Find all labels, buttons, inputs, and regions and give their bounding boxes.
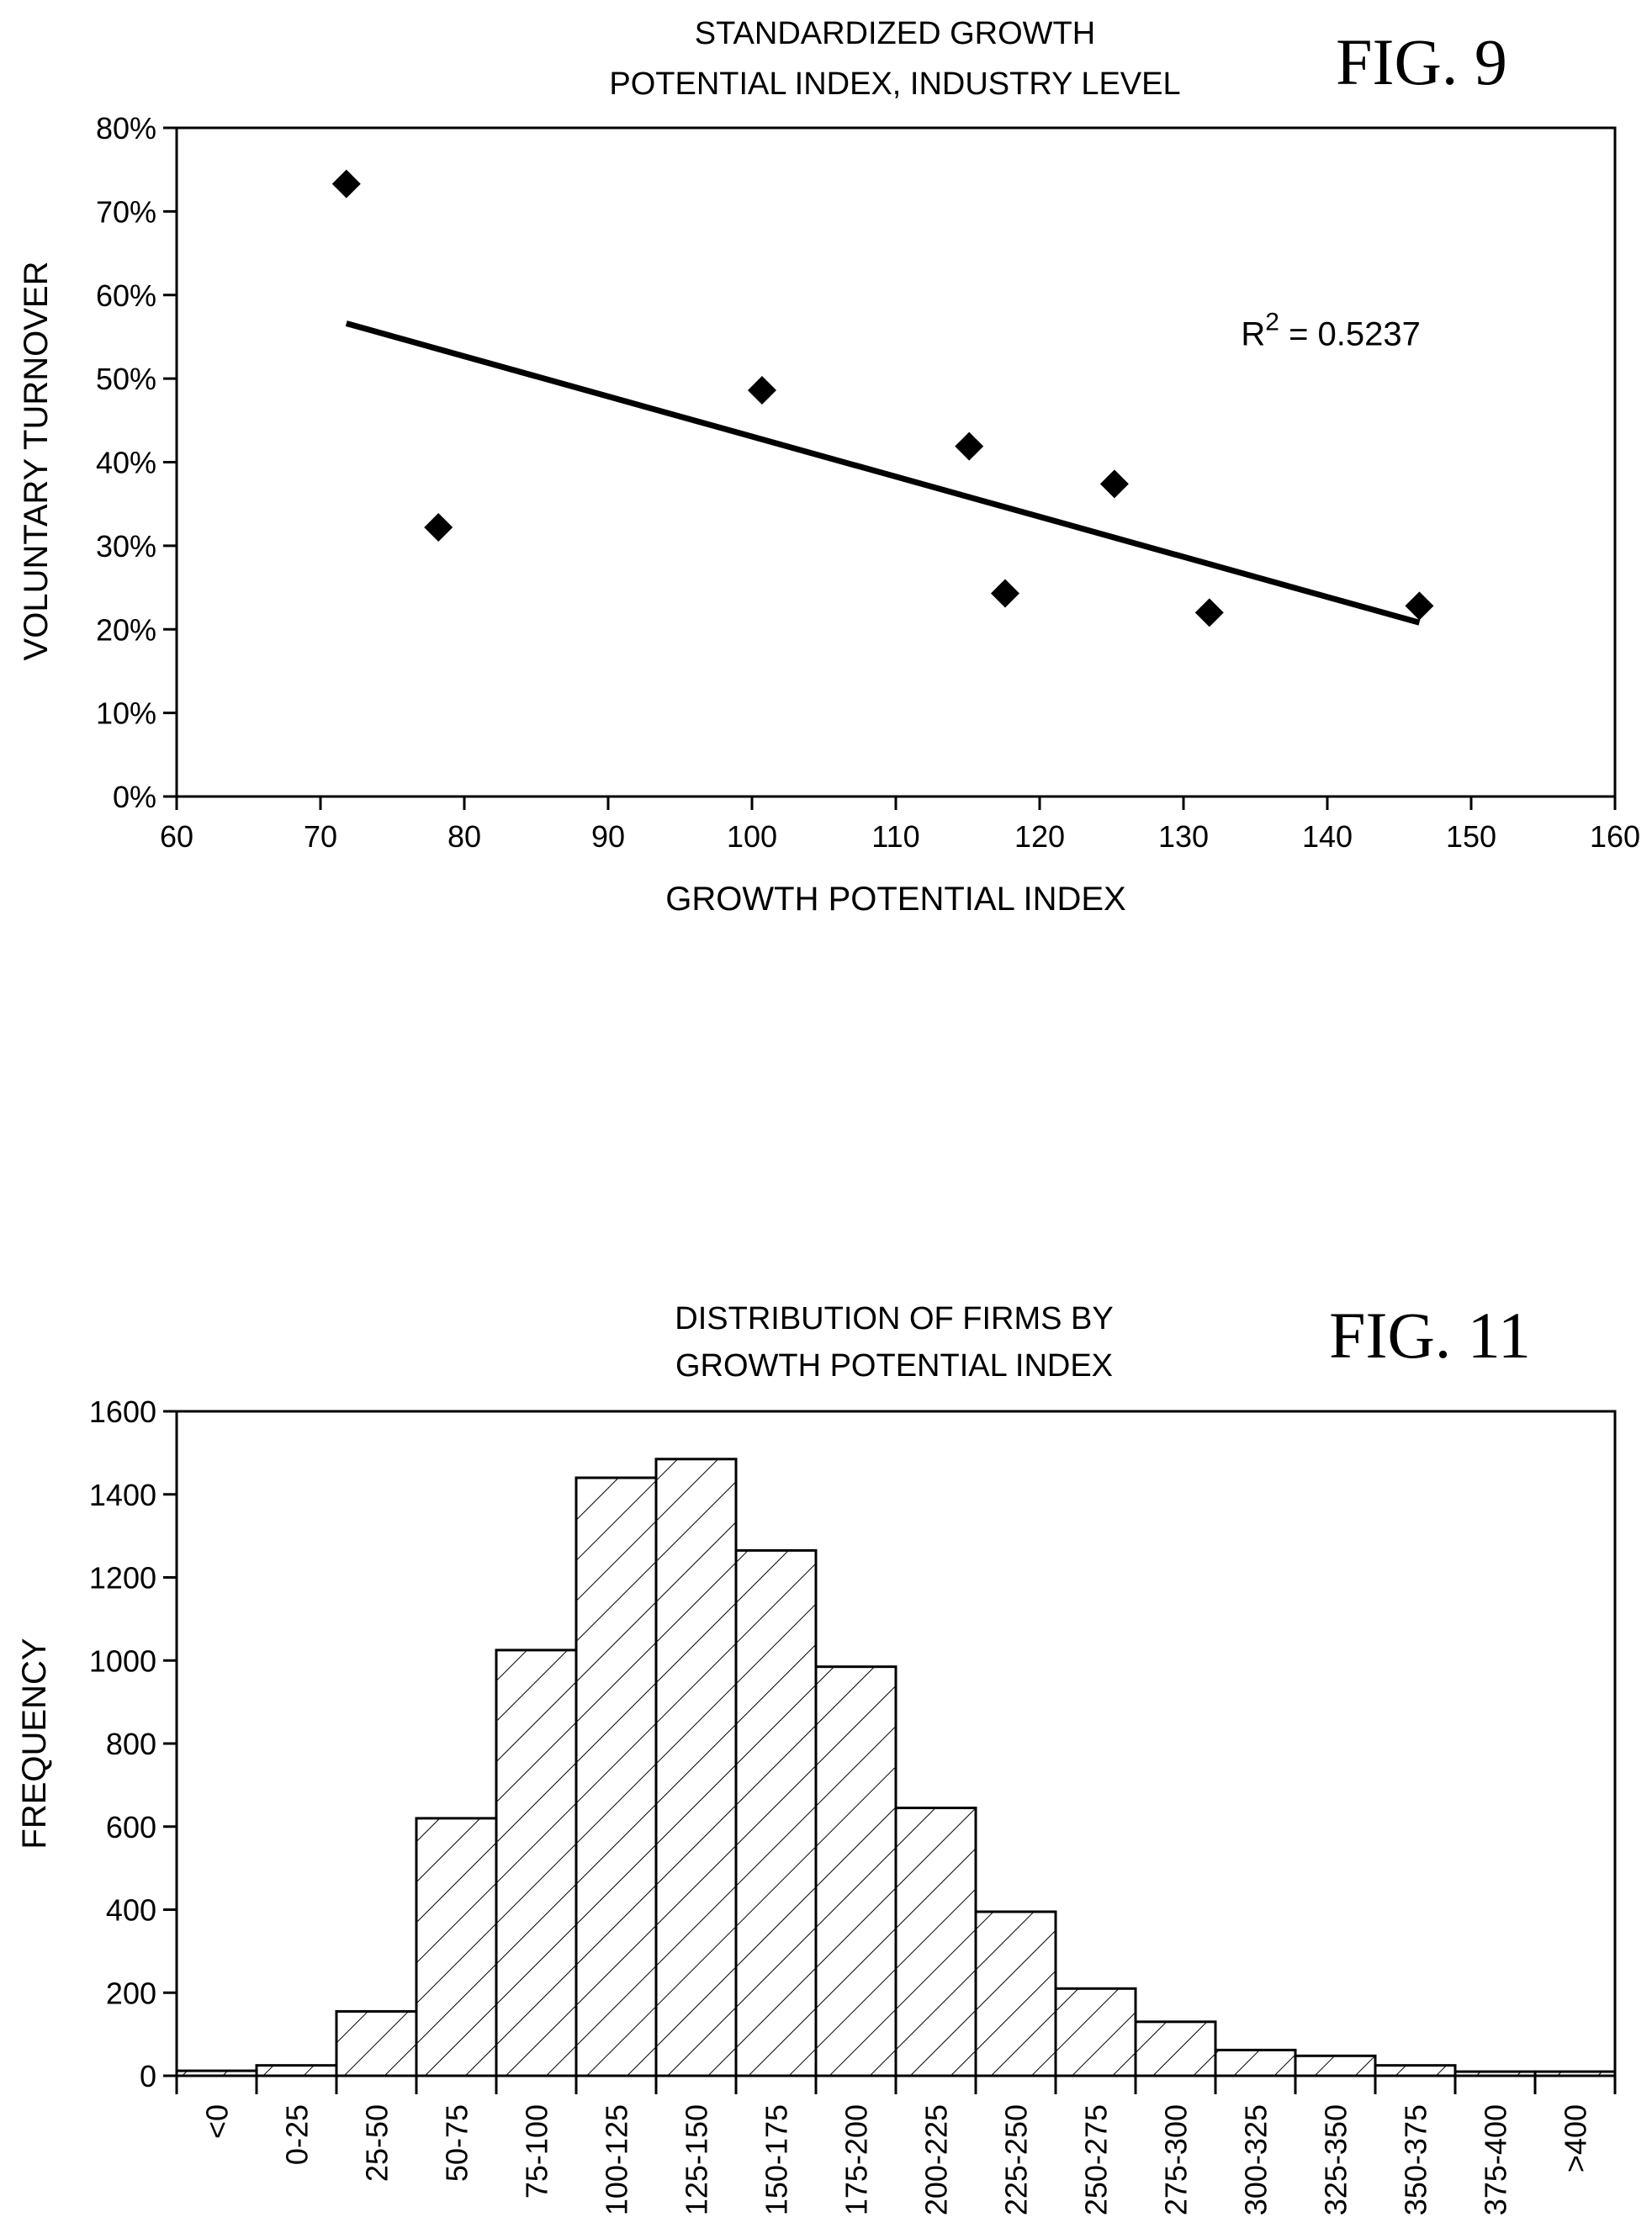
fig11-y-axis: 0 200 400 600 800 1000 1200 1400 1600 (89, 1394, 177, 2093)
fig9-x-tick-label: 70 (304, 819, 337, 854)
fig11-y-tick-label: 400 (106, 1893, 156, 1928)
fig11-bar (255, 2064, 338, 2077)
fig11-x-tick-label: 275-300 (1159, 2104, 1194, 2215)
fig11-x-tick-label: 325-350 (1319, 2104, 1353, 2215)
fig9-data-point (990, 579, 1019, 608)
fig9-y-tick-label: 30% (96, 529, 156, 564)
fig11-x-tick-label: 0-25 (280, 2104, 315, 2165)
fig9-figure-label: FIG. 9 (1336, 25, 1507, 98)
fig9-data-point (331, 169, 361, 198)
fig11-x-tick-label: 100-125 (600, 2104, 634, 2215)
fig9-y-tick-label: 70% (96, 194, 156, 229)
fig9-data-point (1194, 598, 1224, 627)
fig9-y-axis: 0% 10% 20% 30% 40% 50% 60% 70% 80% (96, 111, 177, 814)
fig9-title-line-1: STANDARDIZED GROWTH (695, 16, 1095, 51)
fig11-y-tick-label: 600 (106, 1810, 156, 1844)
fig9-data-point (1099, 469, 1129, 499)
fig11-y-tick-label: 200 (106, 1976, 156, 2010)
fig9-x-tick-label: 110 (871, 819, 919, 854)
fig9-x-tick-label: 100 (727, 819, 777, 854)
fig11-x-tick-label: <0 (200, 2104, 235, 2139)
fig9-y-tick-label: 50% (96, 362, 156, 396)
fig11-bar (814, 1665, 897, 2077)
fig9-trendline (345, 320, 1421, 626)
fig11-bar (1294, 2054, 1377, 2077)
fig9-data-point (747, 376, 776, 405)
fig11-x-tick-label: 350-375 (1399, 2104, 1433, 2215)
fig11-x-tick-label: 175-200 (839, 2104, 874, 2215)
fig11-bar (894, 1807, 977, 2077)
fig11-y-tick-label: 1200 (89, 1561, 156, 1596)
fig11-bar (1214, 2048, 1297, 2077)
fig11-bar (734, 1548, 818, 2077)
fig11-x-tick-label: 200-225 (919, 2104, 954, 2215)
fig9-x-tick-label: 90 (591, 819, 625, 854)
fig9-x-tick-label: 120 (1014, 819, 1065, 854)
fig11-x-tick-label: 125-150 (680, 2104, 714, 2215)
fig9-points (331, 169, 1434, 627)
fig9-y-tick-label: 10% (96, 696, 156, 731)
fig11-y-axis-label: FREQUENCY (16, 1638, 53, 1849)
fig9-y-axis-label: VOLUNTARY TURNOVER (18, 262, 55, 661)
fig11-x-tick-label: 75-100 (520, 2104, 554, 2199)
fig11-x-axis: <0 0-25 25-50 50-75 75-100 100-125 125-150 150-… (175, 2076, 1617, 2215)
fig9-y-tick-label: 60% (96, 278, 156, 313)
fig9-data-point (1405, 591, 1434, 621)
fig9-x-tick-label: 60 (160, 819, 193, 854)
fig11-bar (1374, 2064, 1457, 2077)
fig11-bar (1134, 2020, 1217, 2077)
fig11-x-tick-label: >400 (1559, 2104, 1593, 2172)
fig11-x-tick-label: 225-250 (999, 2104, 1034, 2215)
fig9-x-tick-label: 80 (447, 819, 481, 854)
fig11-bar (415, 1817, 498, 2077)
fig9-title-line-2: POTENTIAL INDEX, INDUSTRY LEVEL (609, 66, 1180, 102)
fig9-plot-area (175, 126, 1617, 798)
fig9-x-axis-label: GROWTH POTENTIAL INDEX (665, 881, 1125, 918)
fig11-y-tick-label: 800 (106, 1727, 156, 1761)
fig11-bar (495, 1649, 578, 2077)
fig11-y-tick-label: 0 (140, 2059, 156, 2093)
fig11-bar (1054, 1987, 1137, 2077)
fig9-x-tick-label: 150 (1446, 819, 1496, 854)
figure-11-chart: DISTRIBUTION OF FIRMS BY GROWTH POTENTIA… (16, 1299, 1617, 2215)
fig11-figure-label: FIG. 11 (1329, 1299, 1531, 1372)
fig11-x-tick-label: 250-275 (1079, 2104, 1114, 2215)
fig9-y-tick-label: 0% (113, 780, 156, 814)
fig11-x-tick-label: 375-400 (1479, 2104, 1513, 2215)
fig9-y-tick-label: 40% (96, 446, 156, 480)
fig9-data-point (424, 513, 453, 542)
fig9-x-axis: 60 70 80 90 100 110 120 130 140 150 160 (160, 796, 1640, 854)
fig11-bar (974, 1910, 1057, 2077)
fig11-title-line-1: DISTRIBUTION OF FIRMS BY (675, 1301, 1113, 1336)
fig9-y-tick-label: 20% (96, 612, 156, 647)
fig11-x-tick-label: 50-75 (440, 2104, 474, 2182)
fig9-data-point (955, 431, 984, 461)
fig11-x-tick-label: 25-50 (360, 2104, 394, 2182)
fig11-y-tick-label: 1600 (89, 1394, 156, 1429)
fig11-bar (654, 1458, 738, 2077)
fig9-y-tick-label: 80% (96, 111, 156, 146)
fig9-x-tick-label: 140 (1302, 819, 1353, 854)
fig11-bar (574, 1476, 658, 2077)
fig9-r-squared-annotation: R2 = 0.5237 (1241, 308, 1421, 352)
fig11-x-tick-label: 300-325 (1239, 2104, 1273, 2215)
fig11-bar (335, 2009, 418, 2077)
figure-9-chart: STANDARDIZED GROWTH POTENTIAL INDEX, IND… (18, 16, 1640, 918)
fig11-y-tick-label: 1000 (89, 1643, 156, 1678)
fig11-bars (175, 1458, 1617, 2077)
fig9-x-tick-label: 130 (1158, 819, 1209, 854)
fig9-x-tick-label: 160 (1590, 819, 1640, 854)
fig11-y-tick-label: 1400 (89, 1478, 156, 1512)
fig11-title-line-2: GROWTH POTENTIAL INDEX (675, 1348, 1113, 1384)
fig11-x-tick-label: 150-175 (760, 2104, 794, 2215)
